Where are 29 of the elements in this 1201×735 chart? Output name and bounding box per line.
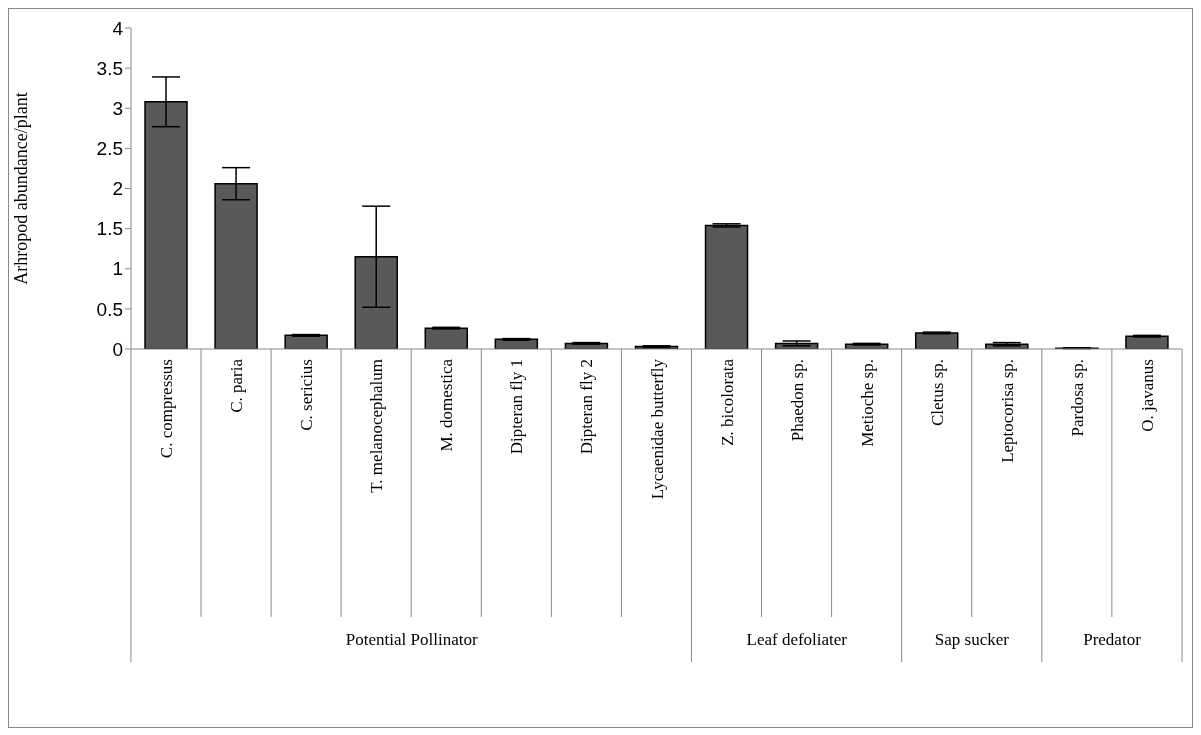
- text: Predator: [1083, 630, 1142, 649]
- text: Sap sucker: [934, 630, 1010, 649]
- x-tick-label: Leptocorisa sp.: [997, 359, 1017, 463]
- x-tick-label: Phaedon sp.: [787, 359, 807, 442]
- text: Leaf defoliater: [746, 630, 848, 649]
- x-tick-label: Dipteran fly 2: [577, 359, 597, 455]
- x-tick-label: Lycaenidae butterfly: [647, 358, 667, 500]
- x-tick-label: O. javanus: [1137, 359, 1157, 432]
- y-tick-label: 2.5: [96, 138, 123, 160]
- y-axis-title: Arhropod abundance/plant: [11, 92, 32, 285]
- x-tick-label: C. sericius: [297, 359, 317, 431]
- y-tick-label: 3: [112, 98, 123, 119]
- y-tick-label: 4: [112, 17, 124, 39]
- x-tick-label: Metioche sp.: [857, 359, 877, 447]
- x-tick-label: Dipteran fly 1: [507, 359, 527, 455]
- x-tick-label: Cletus sp.: [927, 359, 947, 427]
- x-tick-label: M. domestica: [437, 358, 457, 452]
- y-tick-label: 0.5: [96, 298, 123, 320]
- x-tick-label: Z. bicolorata: [717, 358, 737, 446]
- y-tick-label: 2: [112, 178, 123, 200]
- y-tick-label: 1: [112, 258, 123, 280]
- x-tick-label: C. paria: [227, 358, 247, 413]
- x-tick-label: C. compressus: [157, 359, 177, 459]
- y-tick-label: 0: [112, 338, 123, 360]
- text: Potential Pollinator: [345, 630, 478, 649]
- y-tick-label: 3.5: [96, 57, 123, 79]
- y-tick-label: 1.5: [96, 218, 123, 240]
- x-tick-label: Pardosa sp.: [1067, 359, 1087, 437]
- x-tick-label: T. melanocephalum: [367, 359, 387, 493]
